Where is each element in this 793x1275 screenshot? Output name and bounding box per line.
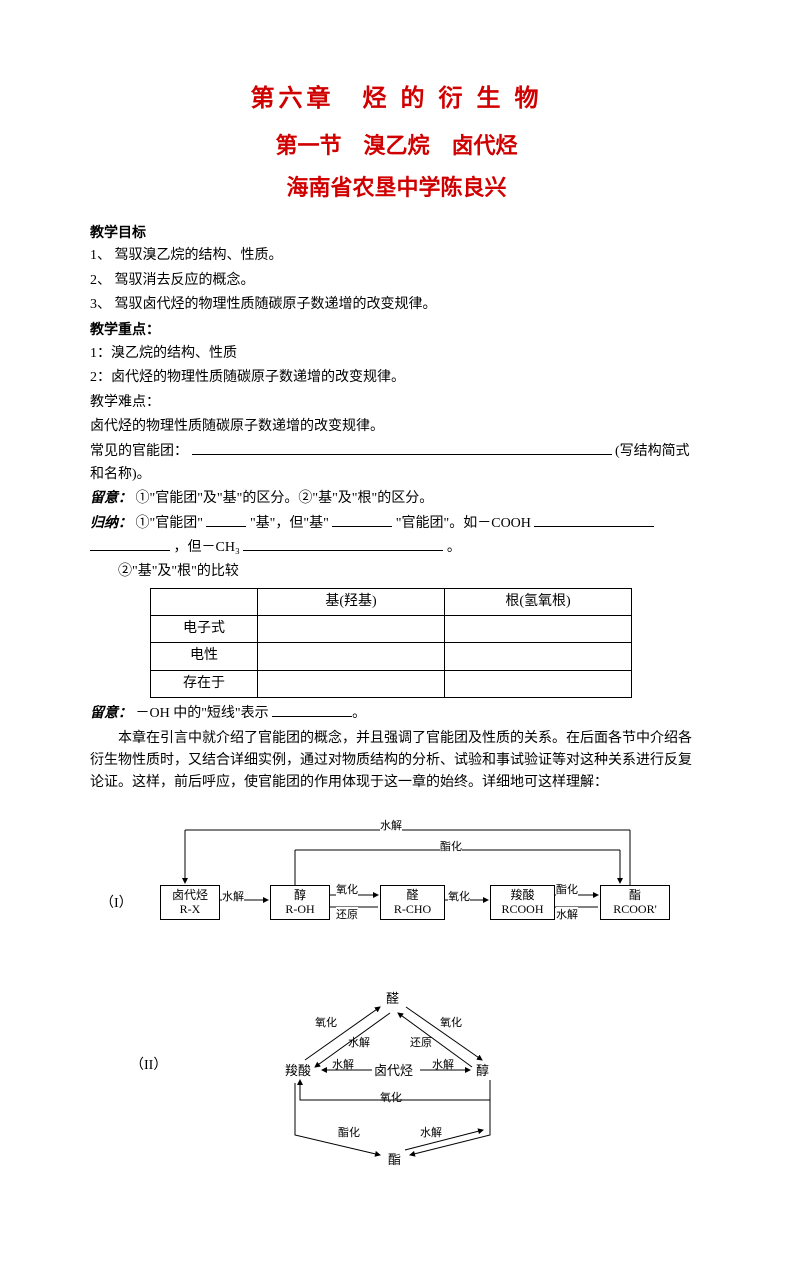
note2-line: 留意： －OH 中的"短线"表示 。 <box>90 702 703 725</box>
compare-title: ②"基"及"根"的比较 <box>118 561 703 583</box>
node-alcohol: 醇 R-OH <box>270 885 330 920</box>
node-top: 卤代烃 <box>165 888 215 902</box>
table-cell: 存在于 <box>151 670 258 697</box>
note2-label: 留意： <box>90 706 132 721</box>
note1-label: 留意： <box>90 491 132 506</box>
d2-label-hydro-b: 水解 <box>420 1125 442 1143</box>
node2-aldehyde: 醛 <box>386 989 399 1010</box>
table-row: 电子式 <box>151 616 632 643</box>
table-cell: 基(羟基) <box>258 588 445 615</box>
summary-cont: ，但－CH₃ <box>174 540 240 555</box>
functional-group-line: 常见的官能团： (写结构简式和名称)。 <box>90 440 703 486</box>
arrow-label-45b: 水解 <box>556 907 578 925</box>
table-cell: 根(氢氧根) <box>445 588 632 615</box>
note1-line: 留意： ①"官能团"及"基"的区分。②"基"及"根"的区分。 <box>90 488 703 510</box>
goal-3: 3、 驾驭卤代烃的物理性质随碳原子数递增的改变规律。 <box>90 294 703 316</box>
explanation-paragraph: 本章在引言中就介绍了官能团的概念，并且强调了官能团及性质的关系。在后面各节中介绍… <box>90 728 703 795</box>
table-cell <box>151 588 258 615</box>
node-bot: R-X <box>165 902 215 916</box>
node-ester: 酯 RCOOR' <box>600 885 670 920</box>
diagram1-label: （I） <box>100 893 133 915</box>
arrow-label-23a: 氧化 <box>336 882 358 900</box>
table-cell <box>258 616 445 643</box>
node-bot: R-CHO <box>385 902 440 916</box>
summary-line: 归纳： ①"官能团" "基"，但"基" "官能团"。如－COOH ，但－CH₃ … <box>90 512 703 559</box>
table-cell: 电子式 <box>151 616 258 643</box>
summary-label: 归纳： <box>90 516 132 531</box>
difficulty-heading: 教学难点： <box>90 392 703 414</box>
d2-label-hydro-mr: 水解 <box>432 1057 454 1075</box>
d2-label-oxid-b: 氧化 <box>380 1090 402 1108</box>
arrow-label-34: 氧化 <box>448 889 470 907</box>
node-top: 醇 <box>275 888 325 902</box>
node2-ester: 酯 <box>388 1150 401 1171</box>
blank-line <box>192 440 612 455</box>
summary-mid2: "官能团"。如－COOH <box>396 516 531 531</box>
node-halide: 卤代烃 R-X <box>160 885 220 920</box>
summary-mid1: "基"，但"基" <box>250 516 329 531</box>
table-cell <box>445 643 632 670</box>
d2-label-oxid-r: 氧化 <box>440 1015 462 1033</box>
compare-table: 基(羟基) 根(氢氧根) 电子式 电性 存在于 <box>150 588 632 699</box>
blank-1 <box>206 512 246 527</box>
node-top: 醛 <box>385 888 440 902</box>
section-title: 第一节 溴乙烷 卤代烃 <box>90 128 703 163</box>
table-row: 基(羟基) 根(氢氧根) <box>151 588 632 615</box>
node-top: 羧酸 <box>495 888 550 902</box>
arrow-label-hydrolysis-top: 水解 <box>380 818 402 836</box>
node2-halide: 卤代烃 <box>374 1061 413 1082</box>
keypoint-1: 1：溴乙烷的结构、性质 <box>90 343 703 365</box>
summary-pre: ①"官能团" <box>136 516 203 531</box>
table-row: 存在于 <box>151 670 632 697</box>
d2-label-reduce: 还原 <box>410 1035 432 1053</box>
difficulty-text: 卤代烃的物理性质随碳原子数递增的改变规律。 <box>90 416 703 438</box>
table-row: 电性 <box>151 643 632 670</box>
arrow-label-23b: 还原 <box>336 907 358 925</box>
node-bot: RCOOR' <box>605 902 665 916</box>
goal-1: 1、 驾驭溴乙烷的结构、性质。 <box>90 245 703 267</box>
node-bot: RCOOH <box>495 902 550 916</box>
diagram-2: （II） 醛 羧酸 卤代烃 醇 酯 氧化 水解 氧化 还原 水解 <box>90 985 703 1175</box>
node-bot: R-OH <box>275 902 325 916</box>
table-cell: 电性 <box>151 643 258 670</box>
node-aldehyde: 醛 R-CHO <box>380 885 445 920</box>
table-cell <box>445 616 632 643</box>
chapter-title: 第六章 烃 的 衍 生 物 <box>90 80 703 118</box>
d2-label-ester-b: 酯化 <box>338 1125 360 1143</box>
d2-label-oxid-l: 氧化 <box>315 1015 337 1033</box>
blank-3 <box>534 512 654 527</box>
blank-4 <box>90 536 170 551</box>
table-cell <box>445 670 632 697</box>
goals-heading: 教学目标 <box>90 221 703 243</box>
goal-2: 2、 驾驭消去反应的概念。 <box>90 270 703 292</box>
d2-label-hydro-l: 水解 <box>348 1035 370 1053</box>
node2-acid: 羧酸 <box>285 1061 311 1082</box>
functional-label: 常见的官能团： <box>90 444 188 459</box>
keypoint-2: 2：卤代烃的物理性质随碳原子数递增的改变规律。 <box>90 367 703 389</box>
summary-end: 。 <box>447 540 461 555</box>
note1-text: ①"官能团"及"基"的区分。②"基"及"根"的区分。 <box>136 491 434 506</box>
node-acid: 羧酸 RCOOH <box>490 885 555 920</box>
author-title: 海南省农垦中学陈良兴 <box>90 170 703 205</box>
node2-alcohol: 醇 <box>476 1061 489 1082</box>
blank-2 <box>332 512 392 527</box>
blank-6 <box>272 702 352 717</box>
note2-text: －OH 中的"短线"表示 <box>136 706 269 721</box>
d2-label-hydro-ml: 水解 <box>332 1057 354 1075</box>
arrow-label-ester-top: 酯化 <box>440 839 462 857</box>
table-cell <box>258 670 445 697</box>
diagram2-label: （II） <box>130 1055 167 1077</box>
diagram-1: （I） 卤代烃 R-X 醇 R-OH 醛 R <box>90 815 703 955</box>
blank-5 <box>243 536 443 551</box>
arrow-label-45a: 酯化 <box>556 882 578 900</box>
node-top: 酯 <box>605 888 665 902</box>
keypoints-heading: 教学重点： <box>90 318 703 340</box>
table-cell <box>258 643 445 670</box>
arrow-label-12: 水解 <box>222 889 244 907</box>
